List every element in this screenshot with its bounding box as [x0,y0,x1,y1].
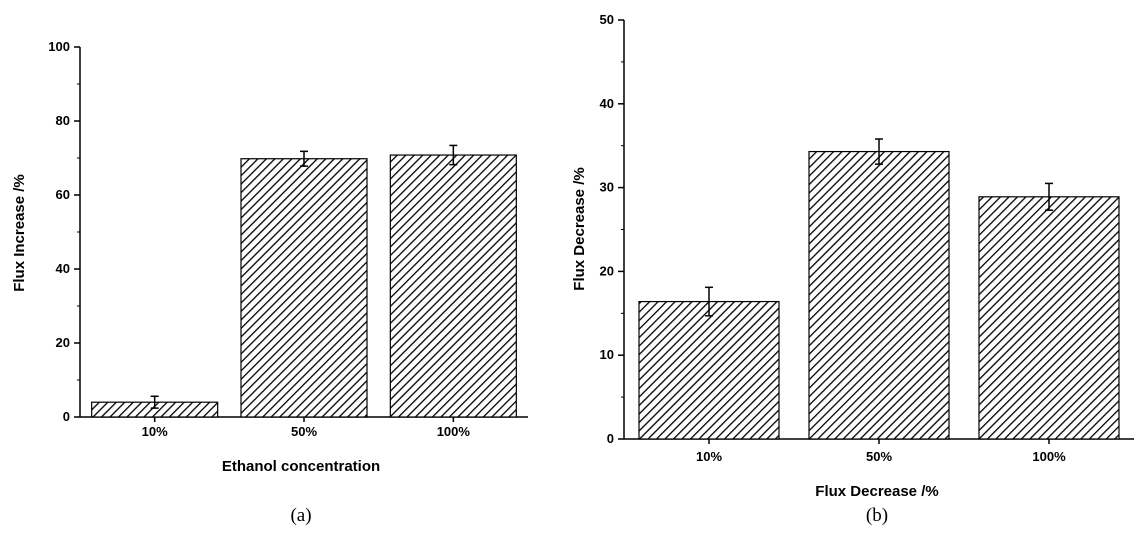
y-tick-label: 40 [56,261,70,276]
x-tick-label: 50% [291,424,317,439]
y-tick-label: 60 [56,187,70,202]
y-tick-label: 0 [63,409,70,424]
x-tick-label: 10% [696,449,722,464]
y-tick-label: 30 [600,180,614,195]
y-tick-label: 20 [600,263,614,278]
x-axis-label: Ethanol concentration [222,458,380,475]
panel-caption: (a) [290,505,311,526]
y-tick-label: 80 [56,113,70,128]
y-tick-label: 40 [600,96,614,111]
chart-panel-a: Flux Increase /% Ethanol concentration (… [11,39,528,526]
bar [240,158,368,418]
x-tick-label: 100% [1032,449,1066,464]
y-axis-label: Flux Decrease /% [571,167,588,290]
y-tick-label: 100 [48,39,70,54]
y-tick-label: 0 [607,431,614,446]
x-tick-label: 100% [437,424,471,439]
bar [808,150,950,440]
x-axis-label: Flux Decrease /% [815,483,938,500]
y-tick-label: 20 [56,335,70,350]
chart-panel-b: Flux Decrease /% Flux Decrease /% (b) 0 1… [571,12,1134,526]
x-tick-label: 10% [142,424,168,439]
x-tick-label: 50% [866,449,892,464]
panel-caption: (b) [866,505,888,526]
y-axis-label: Flux Increase /% [11,174,28,292]
y-tick-label: 10 [600,347,614,362]
bar [978,196,1120,440]
y-tick-label: 50 [600,12,614,27]
bar [389,154,517,418]
bar [638,300,780,440]
